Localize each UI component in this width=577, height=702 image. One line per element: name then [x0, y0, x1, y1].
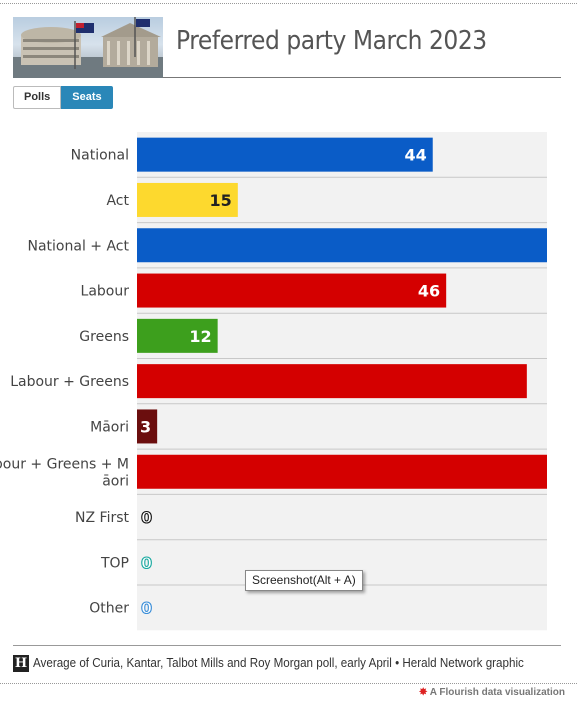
flourish-credit[interactable]: ✸ A Flourish data visualization: [419, 687, 565, 698]
category-label: Labour + Greens + Māori: [0, 456, 129, 489]
category-label: Māori: [90, 419, 129, 435]
category-label: TOP: [100, 555, 129, 571]
chart-title: Preferred party March 2023: [176, 26, 487, 56]
flourish-credit-label: A Flourish data visualization: [429, 687, 565, 698]
category-label: NZ First: [75, 510, 129, 526]
seats-toggle-button[interactable]: Seats: [61, 86, 113, 109]
bar[interactable]: [137, 364, 527, 399]
flourish-icon: ✸: [418, 687, 428, 698]
category-label: National: [71, 148, 129, 164]
bar[interactable]: [137, 454, 547, 489]
title-divider: [163, 77, 561, 78]
bar[interactable]: [137, 273, 447, 308]
bottom-divider: [0, 683, 577, 684]
polls-toggle-button[interactable]: Polls: [13, 86, 62, 109]
category-label: Act: [106, 193, 129, 209]
value-label: 46: [418, 282, 440, 301]
bar-chart: National 44 Act 15 National + Act Labour 46 Gre…: [0, 132, 547, 631]
value-label: 3: [140, 417, 151, 436]
value-label: 15: [210, 191, 232, 210]
herald-logo-icon: H: [13, 655, 29, 672]
view-toggle: Polls Seats: [13, 86, 113, 109]
category-label: Labour: [81, 284, 130, 300]
category-label: Labour + Greens: [10, 374, 129, 390]
bar[interactable]: [137, 318, 218, 353]
bar[interactable]: [137, 137, 433, 172]
category-label: Greens: [79, 329, 129, 345]
value-label: 12: [189, 327, 211, 346]
source-note: Average of Curia, Kantar, Talbot Mills a…: [33, 656, 524, 670]
bar[interactable]: [137, 409, 158, 444]
bar[interactable]: [137, 228, 547, 263]
parliament-photo-icon: [13, 17, 163, 78]
bar[interactable]: [137, 182, 238, 217]
category-label: Other: [89, 601, 129, 617]
category-label: National + Act: [28, 238, 130, 254]
value-label: 0: [141, 599, 152, 618]
value-label: 0: [141, 553, 152, 572]
value-label: 0: [141, 508, 152, 527]
value-label: 44: [404, 146, 426, 165]
screenshot-tooltip: Screenshot(Alt + A): [245, 570, 363, 591]
top-divider: [0, 3, 577, 4]
footer-divider: [13, 645, 561, 646]
